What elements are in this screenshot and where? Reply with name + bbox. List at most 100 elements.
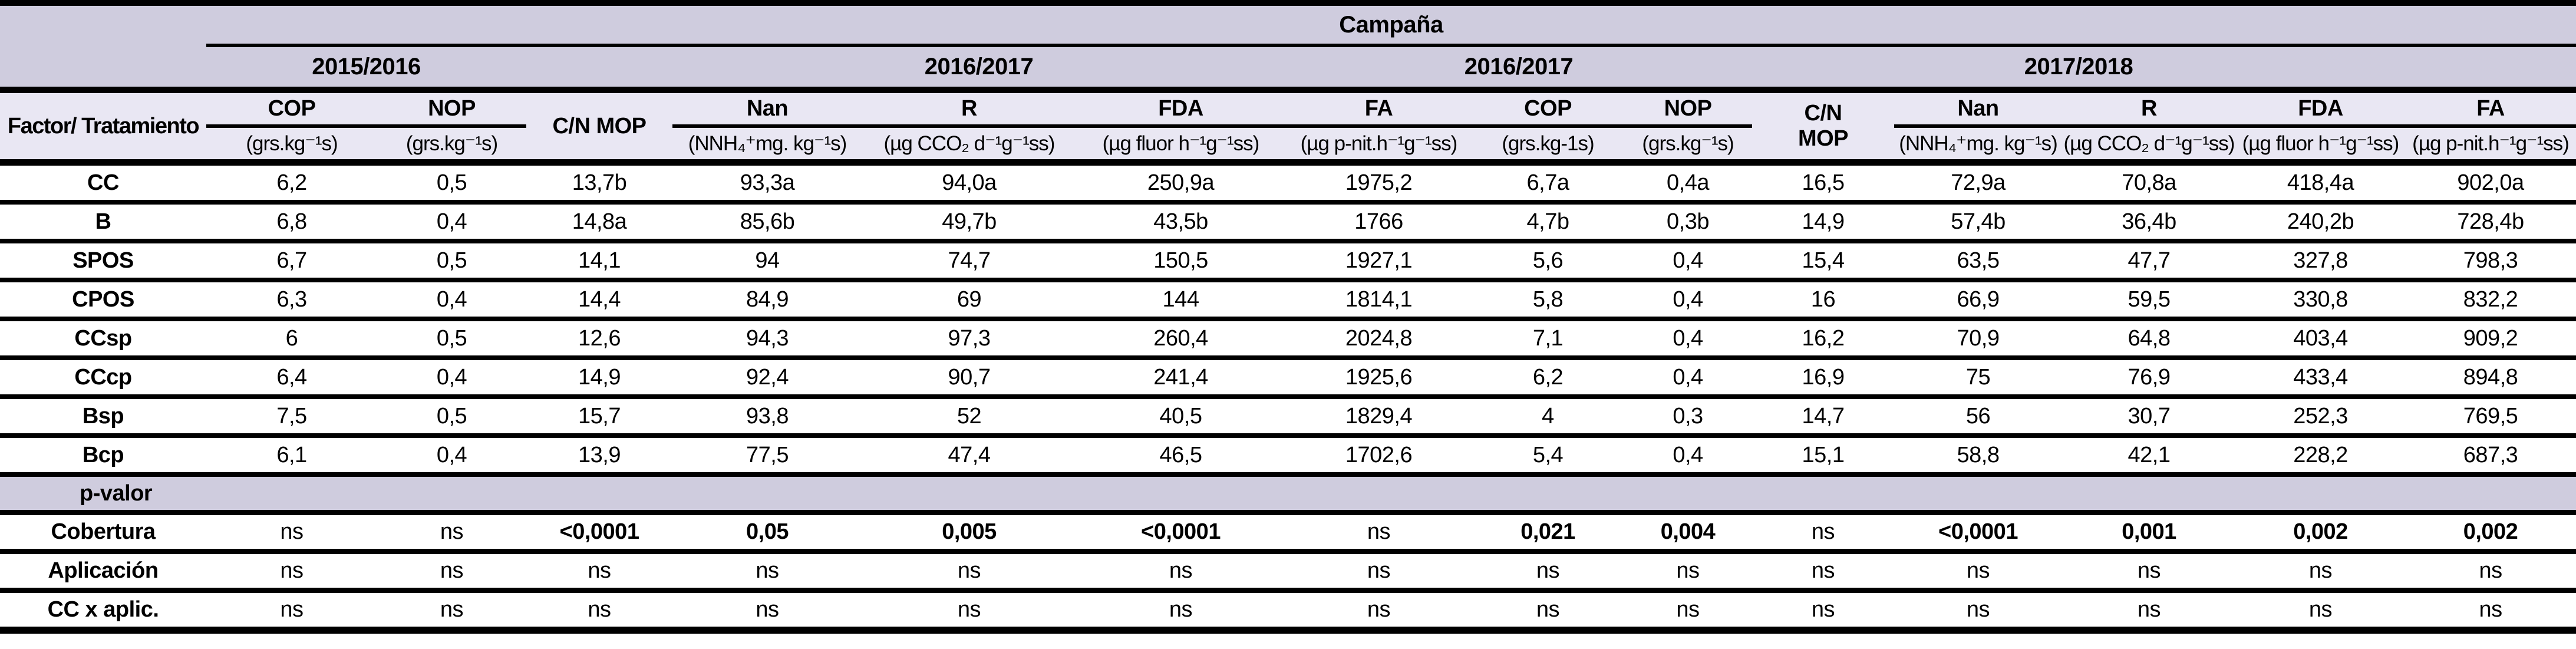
value-cell: 252,3 — [2236, 397, 2405, 438]
value-cell: 0,4 — [1624, 358, 1752, 399]
col-header-nan-2: Nan — [1894, 90, 2062, 128]
value-cell: 47,7 — [2062, 241, 2236, 282]
value-cell: 228,2 — [2236, 436, 2405, 477]
p-value-cell: ns — [1894, 590, 2062, 634]
value-cell: 75 — [1894, 358, 2062, 399]
p-value-cell: ns — [1894, 551, 2062, 593]
value-cell: 92,4 — [672, 358, 862, 399]
value-cell: 14,4 — [526, 280, 672, 321]
row-label: Bsp — [0, 397, 206, 438]
value-cell: 97,3 — [862, 319, 1076, 360]
value-cell: 42,1 — [2062, 436, 2236, 477]
p-value-cell: ns — [1285, 551, 1472, 593]
p-value-cell: ns — [206, 512, 377, 554]
value-cell: 94,0a — [862, 162, 1076, 205]
value-cell: 769,5 — [2405, 397, 2576, 438]
p-value-cell: ns — [206, 590, 377, 634]
campaign-2016-2017-b: 2016/2017 — [1285, 45, 1752, 93]
value-cell: 330,8 — [2236, 280, 2405, 321]
value-cell: 5,4 — [1472, 436, 1624, 477]
value-cell: 77,5 — [672, 436, 862, 477]
value-cell: 94 — [672, 241, 862, 282]
value-cell: 6,7a — [1472, 162, 1624, 205]
value-cell: 6,1 — [206, 436, 377, 477]
value-cell: 30,7 — [2062, 397, 2236, 438]
p-value-cell: ns — [377, 590, 526, 634]
p-value-cell: <0,0001 — [526, 512, 672, 554]
col-header-cn-mop-2-label: C/N MOP — [1797, 101, 1849, 151]
p-value-cell: ns — [1624, 551, 1752, 593]
value-cell: 0,4 — [377, 280, 526, 321]
p-value-cell: ns — [2405, 551, 2576, 593]
value-cell: 1702,6 — [1285, 436, 1472, 477]
value-cell: 1975,2 — [1285, 162, 1472, 205]
row-label: CCsp — [0, 319, 206, 360]
table-body: CC 6,2 0,5 13,7b 93,3a 94,0a 250,9a 1975,2 6,7a 0… — [0, 162, 2576, 634]
value-cell: 63,5 — [1894, 241, 2062, 282]
col-header-fda-1: FDA — [1076, 90, 1285, 128]
p-value-cell: ns — [1624, 590, 1752, 634]
value-cell: 6,2 — [1472, 358, 1624, 399]
unit-nop-1: (grs.kg⁻¹s) — [377, 126, 526, 166]
col-header-fda-2: FDA — [2236, 90, 2405, 128]
value-cell: 1927,1 — [1285, 241, 1472, 282]
unit-r-2: (µg CCO₂ d⁻¹g⁻¹ss) — [2062, 126, 2236, 166]
row-label: CC x aplic. — [0, 590, 206, 634]
value-cell: 144 — [1076, 280, 1285, 321]
col-header-cn-mop-2: C/N MOP — [1752, 90, 1894, 166]
value-cell: 4,7b — [1472, 202, 1624, 243]
p-value-cell: ns — [1076, 590, 1285, 634]
treatment-row: CC 6,2 0,5 13,7b 93,3a 94,0a 250,9a 1975,2 6,7a 0… — [0, 162, 2576, 205]
value-cell: 1766 — [1285, 202, 1472, 243]
campaign-2016-2017-a: 2016/2017 — [672, 45, 1285, 93]
value-cell: 16,2 — [1752, 319, 1894, 360]
value-cell: 0,4 — [1624, 280, 1752, 321]
col-header-cn-mop-1: C/N MOP — [526, 90, 672, 166]
row-label: Bcp — [0, 436, 206, 477]
value-cell: 16,9 — [1752, 358, 1894, 399]
value-cell: 5,6 — [1472, 241, 1624, 282]
p-value-cell: ns — [526, 551, 672, 593]
treatment-row: B 6,8 0,4 14,8a 85,6b 49,7b 43,5b 1766 4,7b 0,3b 1… — [0, 202, 2576, 243]
col-header-r-1: R — [862, 90, 1076, 128]
p-valor-section-label: p-valor — [0, 475, 2576, 515]
p-value-cell: ns — [2236, 590, 2405, 634]
value-cell: 59,5 — [2062, 280, 2236, 321]
value-cell: 70,8a — [2062, 162, 2236, 205]
p-value-cell: ns — [2062, 551, 2236, 593]
value-cell: 403,4 — [2236, 319, 2405, 360]
p-value-cell: ns — [377, 551, 526, 593]
treatment-row: CPOS 6,3 0,4 14,4 84,9 69 144 1814,1 5,8 0,4 16 66,… — [0, 280, 2576, 321]
value-cell: 93,8 — [672, 397, 862, 438]
column-units-row: (grs.kg⁻¹s) (grs.kg⁻¹s) (NNH₄⁺mg. kg⁻¹s)… — [0, 126, 2576, 166]
unit-fa-2: (µg p-nit.h⁻¹g⁻¹ss) — [2405, 126, 2576, 166]
spacer-cell — [2405, 45, 2576, 93]
value-cell: 14,1 — [526, 241, 672, 282]
value-cell: 5,8 — [1472, 280, 1624, 321]
treatment-row: CCcp 6,4 0,4 14,9 92,4 90,7 241,4 1925,6 6,2 0,4 1… — [0, 358, 2576, 399]
value-cell: 70,9 — [1894, 319, 2062, 360]
value-cell: 12,6 — [526, 319, 672, 360]
value-cell: 36,4b — [2062, 202, 2236, 243]
value-cell: 327,8 — [2236, 241, 2405, 282]
p-value-cell: <0,0001 — [1076, 512, 1285, 554]
col-header-r-2: R — [2062, 90, 2236, 128]
value-cell: 15,1 — [1752, 436, 1894, 477]
p-value-cell: 0,002 — [2236, 512, 2405, 554]
value-cell: 6,4 — [206, 358, 377, 399]
p-value-cell: <0,0001 — [1894, 512, 2062, 554]
value-cell: 6,3 — [206, 280, 377, 321]
column-names-row: Factor/ Tratamiento COP NOP C/N MOP Nan … — [0, 90, 2576, 166]
treatment-row: Bsp 7,5 0,5 15,7 93,8 52 40,5 1829,4 4 0,3 14,7 56 3… — [0, 397, 2576, 438]
unit-cop-2: (grs.kg-1s) — [1472, 126, 1624, 166]
factor-treatment-header: Factor/ Tratamiento — [0, 90, 206, 166]
value-cell: 57,4b — [1894, 202, 2062, 243]
p-value-cell: 0,004 — [1624, 512, 1752, 554]
row-label: CPOS — [0, 280, 206, 321]
value-cell: 241,4 — [1076, 358, 1285, 399]
value-cell: 0,3 — [1624, 397, 1752, 438]
value-cell: 69 — [862, 280, 1076, 321]
value-cell: 0,4 — [1624, 319, 1752, 360]
p-value-cell: ns — [2062, 590, 2236, 634]
value-cell: 0,4a — [1624, 162, 1752, 205]
